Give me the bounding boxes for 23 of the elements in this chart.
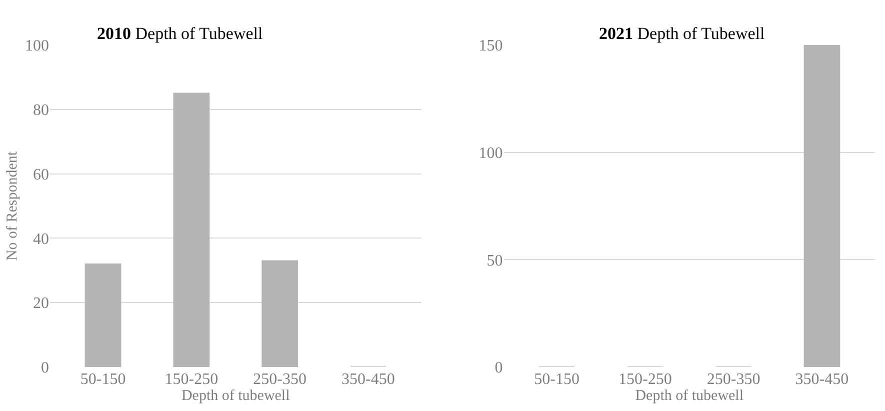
x-tick-label: 250-350	[253, 371, 306, 388]
y-tick-label: 0	[494, 360, 503, 377]
y-tick-label: 20	[33, 295, 49, 312]
y-tick-label: 150	[478, 38, 503, 55]
x-tick-label: 250-350	[706, 371, 760, 388]
y-tick-label: 100	[478, 144, 503, 162]
y-tick-label: 60	[33, 166, 49, 184]
y-axis-title: No of Respondent	[4, 150, 20, 261]
y-tick-label: 50	[486, 252, 503, 270]
y-tick-label: 100	[25, 38, 49, 55]
x-tick-label: 50-150	[534, 371, 580, 388]
x-axis-title: Depth of tubewell	[181, 388, 290, 404]
x-tick-label: 150-250	[164, 371, 218, 388]
x-axis-title: Depth of tubewell	[635, 388, 744, 404]
chart-title: 2021 Depth of Tubewell	[599, 24, 766, 43]
x-tick-label: 350-450	[795, 371, 849, 388]
y-tick-label: 0	[41, 360, 49, 377]
x-tick-label: 350-450	[342, 371, 395, 388]
x-tick-label: 150-250	[618, 371, 672, 388]
chart-title: 2010 Depth of Tubewell	[97, 24, 264, 43]
y-tick-label: 80	[33, 102, 49, 119]
y-tick-label: 40	[33, 230, 49, 248]
x-tick-label: 50-150	[80, 371, 126, 388]
